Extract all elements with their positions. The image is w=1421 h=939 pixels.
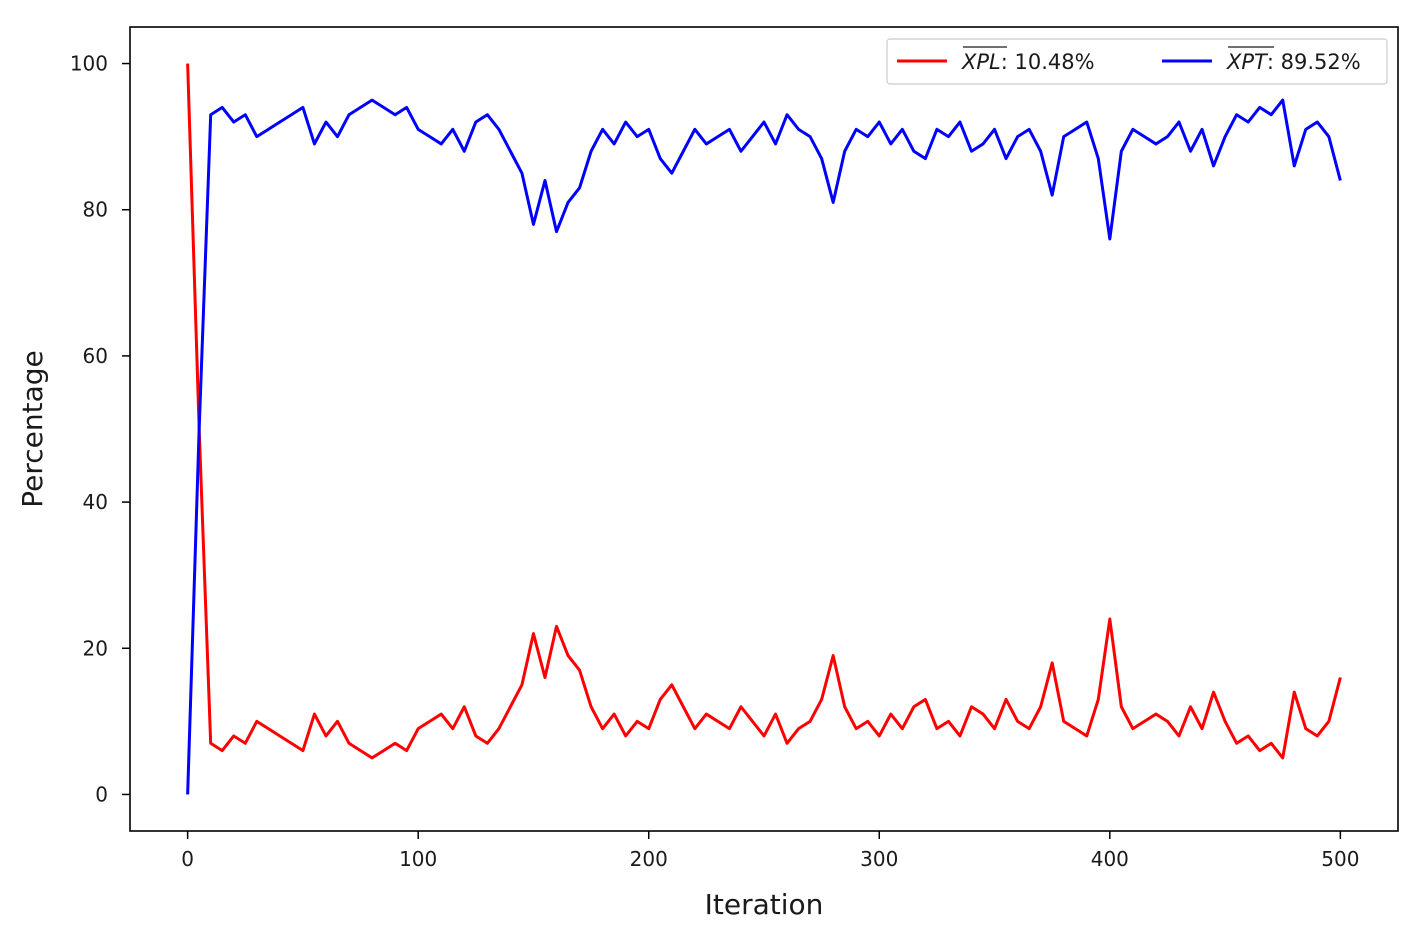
plot-area [186,63,1342,795]
legend-symbol-xpl: XPL [961,50,1001,74]
y-axis-ticks: 0 20 40 60 80 100 [70,52,130,806]
legend-symbol-xpt: XPT [1226,50,1269,74]
legend-label-xpt: XPT: 89.52% [1226,50,1361,74]
legend-value-xpl: : 10.48% [1001,50,1095,74]
x-tick-label: 200 [630,847,668,871]
x-tick-label: 100 [399,847,437,871]
legend-label-xpl: XPL: 10.48% [961,50,1095,74]
axes-frame [129,26,1399,832]
legend-value-xpt: : 89.52% [1267,50,1361,74]
y-tick-label: 20 [83,636,108,660]
x-tick-label: 0 [181,847,194,871]
y-tick-label: 80 [83,198,108,222]
series-line-xpl [186,63,1342,760]
x-tick-label: 500 [1321,847,1359,871]
x-axis-label: Iteration [705,888,824,921]
y-tick-label: 60 [83,344,108,368]
legend: XPL: 10.48% XPT: 89.52% [886,38,1388,85]
x-axis-ticks: 0 100 200 300 400 500 [181,831,1359,871]
y-tick-label: 0 [95,782,108,806]
y-tick-label: 40 [83,490,108,514]
legend-box [886,38,1388,85]
y-axis-label: Percentage [16,350,49,508]
x-tick-label: 400 [1091,847,1129,871]
x-tick-label: 300 [860,847,898,871]
series-line-xpt [186,98,1342,795]
y-tick-label: 100 [70,52,108,76]
